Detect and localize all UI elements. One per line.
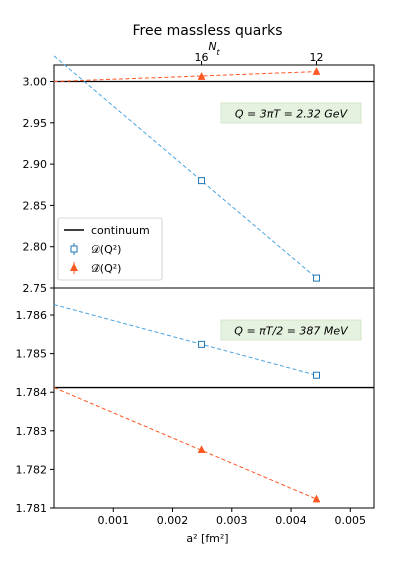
y-tick-label: 1.785 xyxy=(16,348,48,361)
x-tick-label: 0.003 xyxy=(216,514,248,527)
data-point-D xyxy=(198,340,206,348)
panel-annotation-box xyxy=(220,319,362,341)
fit-line-D xyxy=(53,55,317,279)
x-axis-title: a² [fm²] xyxy=(186,532,228,545)
fit-line-Dhat xyxy=(53,387,317,500)
panel-annotation-text: Q = πT/2 = 387 MeV xyxy=(234,325,349,338)
data-point-Dhat xyxy=(197,445,206,453)
top-axis-tick-label: 12 xyxy=(310,51,324,64)
data-point-Dhat xyxy=(197,72,206,80)
legend-marker-triangle xyxy=(70,263,78,271)
panel-frame xyxy=(53,287,375,509)
y-tick-label: 1.782 xyxy=(16,463,48,476)
legend-label: continuum xyxy=(91,224,150,237)
fit-line-Dhat xyxy=(53,71,317,83)
y-tick-label: 2.90 xyxy=(23,158,48,171)
y-tick-label: 1.781 xyxy=(16,502,48,515)
legend-label: 𝒟(Q²) xyxy=(91,243,121,256)
y-tick-label: 1.783 xyxy=(16,425,48,438)
y-tick-label: 3.00 xyxy=(23,76,48,89)
x-tick-label: 0.004 xyxy=(275,514,307,527)
x-tick-label: 0.002 xyxy=(157,514,189,527)
data-point-D xyxy=(198,177,206,185)
top-axis-tick-label: 16 xyxy=(195,51,209,64)
data-point-D xyxy=(313,371,321,379)
x-tick-label: 0.001 xyxy=(98,514,130,527)
panel-annotation-box xyxy=(220,102,362,124)
y-tick-label: 2.75 xyxy=(23,282,48,295)
chart-title: Free massless quarks xyxy=(132,23,282,39)
panel-annotation-text: Q = 3πT = 2.32 GeV xyxy=(235,108,349,121)
x-tick-label: 0.005 xyxy=(335,514,367,527)
data-point-Dhat xyxy=(312,494,321,503)
y-tick-label: 1.786 xyxy=(16,309,48,322)
data-point-D xyxy=(313,274,321,282)
y-tick-label: 2.85 xyxy=(23,199,48,212)
y-tick-label: 2.95 xyxy=(23,117,48,130)
legend-marker-square xyxy=(70,245,78,253)
legend-label: 𝒟̂(Q²) xyxy=(91,262,121,275)
y-tick-label: 1.784 xyxy=(16,386,48,399)
top-axis-label: Nt xyxy=(208,40,220,57)
data-point-Dhat xyxy=(312,67,321,75)
legend-box xyxy=(57,217,163,281)
y-tick-label: 2.80 xyxy=(23,241,48,254)
